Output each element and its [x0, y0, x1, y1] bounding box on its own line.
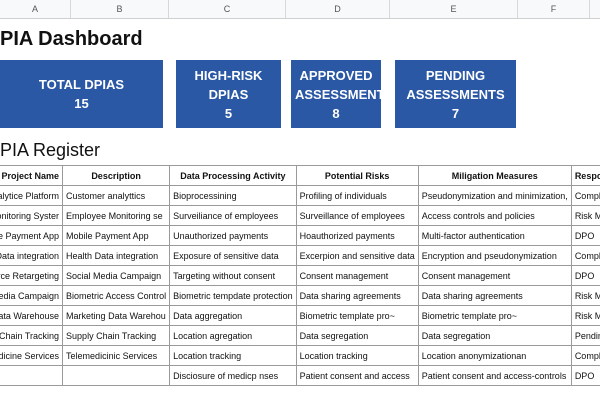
table-cell: Patient consent and access — [295, 365, 419, 386]
column-letter: F — [518, 0, 590, 18]
table-cell: ommerce Retargeting — [0, 265, 64, 286]
table-cell: Data sharing agreements — [417, 285, 572, 306]
table-cell: Encryption and pseudonymization — [417, 245, 572, 266]
table-cell: oyee Monitoring Syster — [0, 205, 64, 226]
kpi-label: TOTAL DPIAS — [38, 77, 125, 92]
column-letter: D — [286, 0, 390, 18]
table-cell: Location agregation — [169, 325, 297, 346]
column-letter: A — [0, 0, 71, 18]
table-cell: Health Data integration — [62, 245, 171, 266]
table-cell: Data aggregation — [169, 305, 297, 326]
table-cell: Hoauthorized payments — [295, 225, 419, 246]
table-cell — [62, 365, 171, 386]
column-header: Responsibs Owne — [570, 165, 600, 186]
kpi-card: TOTAL DPIAS 15 — [0, 60, 163, 128]
table-cell: Targeting without consent — [169, 265, 297, 286]
table-cell: Location tracking — [295, 345, 419, 366]
kpi-label: HIGH-RISK DPIAS — [194, 67, 263, 102]
table-cell: Location tracking — [169, 345, 297, 366]
column-letter: B — [71, 0, 169, 18]
table-cell: Exposure of sensitive data — [169, 245, 297, 266]
table-cell: Data segregation — [295, 325, 419, 346]
kpi-label: PENDING ASSESSMENTS — [406, 67, 505, 102]
kpi-value: 5 — [224, 105, 233, 121]
table-cell: Bioprocessining — [169, 185, 297, 206]
table-cell: Profiling of individuals — [295, 185, 419, 206]
table-cell: Data sharing agreements — [295, 285, 419, 306]
table-cell: ial Media Campaign — [0, 285, 64, 306]
table-cell: Surveillance of employees — [295, 205, 419, 226]
table-cell: ramic Data Warehouse — [0, 305, 64, 326]
table-cell: Supply Chain Tracking — [62, 325, 171, 346]
table-cell: Surveiliance of employees — [169, 205, 297, 226]
table-cell: Location anonymizationan — [417, 345, 572, 366]
table-cell: emedicine Services — [0, 345, 64, 366]
table-cell: Social Media Campaign — [62, 265, 171, 286]
column-letter: C — [169, 0, 286, 18]
kpi-value: 7 — [451, 105, 460, 121]
table-cell: Patient consent and access-controls — [417, 365, 572, 386]
table-cell: Excerpion and sensitive data — [295, 245, 419, 266]
table-cell: obile Payment App — [0, 225, 64, 246]
table-cell: Marketing Data Warehou — [62, 305, 171, 326]
table-cell: Risk Manager — [570, 285, 600, 306]
column-header: Miligation Measures — [417, 165, 572, 186]
table-cell: Risk Manager — [570, 205, 600, 226]
table-cell: DPO — [570, 365, 600, 386]
column-header: Potential Risks — [295, 165, 419, 186]
table-cell — [0, 365, 64, 386]
table-cell: Biometric template pro~ — [295, 305, 419, 326]
table-cell: DPO — [570, 265, 600, 286]
table-cell: Unauthorized payments — [169, 225, 297, 246]
dashboard-title: PIA Dashboard — [0, 28, 143, 50]
table-cell: Access controls and policies — [417, 205, 572, 226]
kpi-card: HIGH-RISK DPIAS 5 — [176, 60, 281, 128]
kpi-card: PENDING ASSESSMENTS 7 — [395, 60, 516, 128]
table-cell: upply Chain Tracking — [0, 325, 64, 346]
register-table: Project Name Description Data Processing A… — [0, 165, 600, 386]
table-cell: Biometric template pro~ — [417, 305, 572, 326]
table-cell: omer Analytice Platform — [0, 185, 64, 206]
kpi-value: 15 — [74, 96, 89, 111]
table-cell: Compliance — [570, 245, 600, 266]
table-cell: Consent management — [295, 265, 419, 286]
table-cell: DPO — [570, 225, 600, 246]
kpi-label: APPROVED ASSESSMENTS — [295, 67, 394, 102]
table-cell: Compliance Officer — [570, 185, 600, 206]
table-cell: Pseudonymization and minimization, — [417, 185, 572, 206]
table-cell: Biometric Access Control — [62, 285, 171, 306]
column-header: Project Name — [0, 165, 64, 186]
kpi-value: 8 — [332, 105, 340, 121]
table-cell: Risk Managerin — [570, 305, 600, 326]
table-cell: Multi-factor authentication — [417, 225, 572, 246]
table-cell: th Data integration — [0, 245, 64, 266]
table-cell: Customer analyttics — [62, 185, 171, 206]
table-cell: Compliance Officer — [570, 345, 600, 366]
table-cell: Consent management — [417, 265, 572, 286]
column-letter: E — [390, 0, 518, 18]
table-cell: Telemedicinic Services — [62, 345, 171, 366]
column-header: Description — [62, 165, 171, 186]
table-row: Disciosure of medicp nses Patient consent… — [0, 365, 600, 386]
table-cell: Disciosure of medicp nses — [169, 365, 297, 386]
table-cell: Mobile Payment App — [62, 225, 171, 246]
table-cell: Pending — [570, 325, 600, 346]
table-cell: Data segregation — [417, 325, 572, 346]
register-title: PIA Register — [0, 140, 101, 160]
table-cell: Biometric tempdate protection — [169, 285, 297, 306]
table-cell: Employee Monitoring se — [62, 205, 171, 226]
kpi-card: APPROVED ASSESSMENTS 8 — [291, 60, 394, 128]
column-header: Data Processing Activity — [169, 165, 297, 186]
